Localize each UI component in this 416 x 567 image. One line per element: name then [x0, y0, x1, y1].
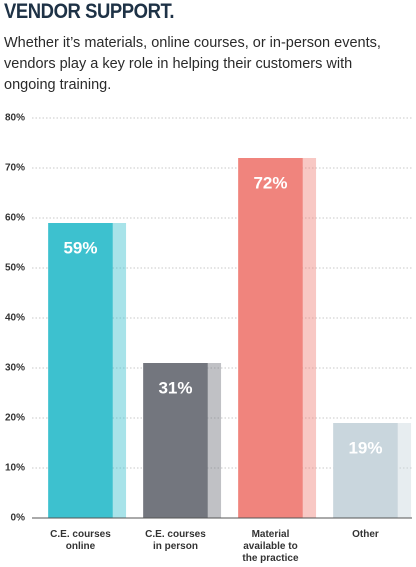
- x-tick-label: Other: [352, 529, 379, 540]
- y-tick-label: 10%: [5, 463, 25, 474]
- y-tick-label: 60%: [5, 213, 25, 224]
- x-tick-label: C.E. courses in person: [145, 529, 206, 552]
- bar-shade: [302, 158, 317, 518]
- value-label: 72%: [253, 173, 287, 192]
- bar-shade: [207, 363, 222, 518]
- y-tick-label: 80%: [5, 113, 25, 124]
- chart-subtitle: Whether it’s materials, online courses, …: [4, 35, 381, 93]
- y-tick-label: 70%: [5, 163, 25, 174]
- value-label: 59%: [63, 238, 97, 257]
- bar: [333, 423, 398, 518]
- chart-title: VENDOR SUPPORT.: [4, 0, 175, 23]
- bar: [238, 158, 303, 518]
- bar: [143, 363, 208, 518]
- y-tick-label: 0%: [11, 513, 26, 524]
- y-tick-label: 50%: [5, 263, 25, 274]
- value-label: 19%: [348, 438, 382, 457]
- y-tick-label: 20%: [5, 413, 25, 424]
- x-tick-label: C.E. courses online: [50, 529, 111, 552]
- value-label: 31%: [158, 378, 192, 397]
- bar: [48, 223, 113, 518]
- bar-shade: [112, 223, 127, 518]
- x-tick-label: Material available to the practice: [242, 529, 299, 564]
- y-tick-label: 30%: [5, 363, 25, 374]
- bar-shade: [397, 423, 412, 518]
- y-tick-label: 40%: [5, 313, 25, 324]
